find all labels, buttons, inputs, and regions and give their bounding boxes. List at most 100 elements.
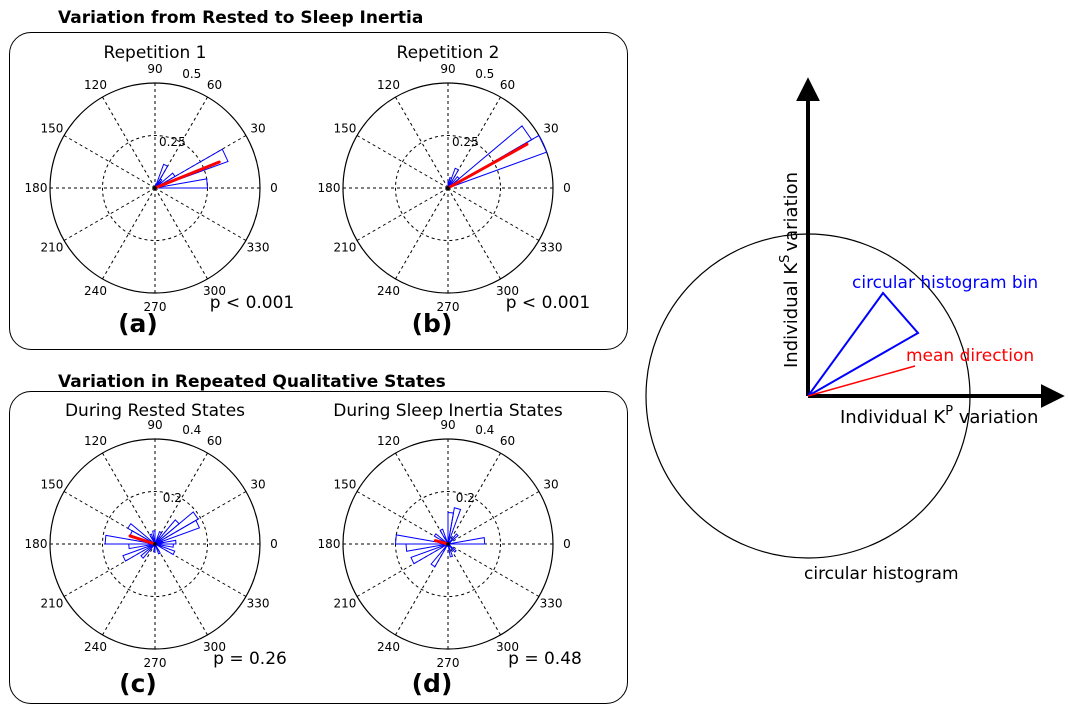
- polar-center: [153, 186, 157, 190]
- angle-tick-label: 210: [40, 241, 63, 255]
- radial-tick-label: 0.25: [452, 135, 479, 149]
- histogram-bin: [149, 533, 156, 545]
- angle-tick-label: 0: [270, 537, 278, 551]
- histogram-bin: [447, 537, 486, 545]
- angle-tick-label: 300: [496, 284, 519, 298]
- histogram-bin: [153, 543, 156, 553]
- mean-direction-line: [446, 142, 529, 190]
- angle-tick-label: 210: [333, 241, 356, 255]
- angle-tick-label: 30: [543, 122, 558, 136]
- radial-tick-label: 0.2: [456, 491, 475, 505]
- angle-tick-label: 240: [377, 284, 400, 298]
- angle-tick-label: 0: [563, 537, 571, 551]
- mean-direction-line: [153, 160, 221, 190]
- mean-direction-line: [433, 539, 450, 546]
- angle-tick-label: 60: [500, 434, 515, 448]
- polar-spoke: [102, 452, 156, 545]
- polar-center: [446, 186, 450, 190]
- angle-tick-label: 180: [318, 537, 341, 551]
- angle-tick-label: 30: [250, 478, 265, 492]
- schematic-y-axis-label: Individual KSvariation: [778, 172, 802, 368]
- section-title-top: Variation from Rested to Sleep Inertia: [58, 8, 424, 28]
- histogram-bin: [154, 178, 209, 189]
- histogram-bin: [154, 172, 176, 189]
- angle-tick-label: 90: [147, 418, 162, 432]
- panel-letter: (a): [118, 309, 158, 338]
- schematic-mean-line: [807, 365, 916, 397]
- angle-tick-label: 0: [563, 181, 571, 195]
- histogram-bin: [433, 533, 449, 545]
- angle-tick-label: 120: [377, 78, 400, 92]
- histogram-bin: [140, 543, 156, 559]
- polar-spoke: [154, 187, 247, 241]
- radial-tick-label: 0.5: [475, 67, 494, 81]
- histogram-bin: [122, 543, 156, 562]
- panel-letter: (d): [412, 669, 453, 698]
- angle-tick-label: 300: [496, 640, 519, 654]
- angle-tick-label: 180: [25, 537, 48, 551]
- polar-spoke: [447, 187, 540, 241]
- angle-tick-label: 90: [440, 418, 455, 432]
- angle-tick-label: 240: [377, 640, 400, 654]
- chart-title: Repetition 1: [104, 43, 207, 63]
- angle-tick-label: 0: [270, 181, 278, 195]
- polar-spoke: [63, 187, 156, 241]
- p-value-label: p < 0.001: [210, 293, 295, 313]
- polar-chart-a: 0 30 60 90 120 150 180 210 240 270 300 330 0.25 0.5 Re…: [25, 43, 295, 338]
- angle-tick-label: 60: [500, 78, 515, 92]
- histogram-bin: [447, 543, 454, 558]
- panel-box-bottom: [9, 391, 628, 704]
- polar-chart-b: 0 30 60 90 120 150 180 210 240 270 300 330 0.25 0.5 Re…: [318, 43, 591, 338]
- angle-tick-label: 120: [84, 78, 107, 92]
- histogram-bin: [154, 543, 174, 548]
- schematic-diagram: circular histogram bin mean direction In…: [645, 77, 1065, 584]
- angle-tick-label: 300: [203, 640, 226, 654]
- histogram-bin: [410, 543, 449, 565]
- angle-tick-label: 90: [440, 62, 455, 76]
- angle-tick-label: 270: [437, 656, 460, 670]
- angle-tick-label: 330: [540, 597, 563, 611]
- angle-tick-label: 150: [40, 478, 63, 492]
- angle-tick-label: 270: [144, 300, 167, 314]
- histogram-bin: [154, 519, 180, 545]
- schematic-x-axis-label: Individual KP variation: [840, 404, 1038, 428]
- histogram-bin: [447, 511, 455, 545]
- angle-tick-label: 300: [203, 284, 226, 298]
- chart-title: Repetition 2: [397, 43, 500, 63]
- angle-tick-label: 180: [318, 181, 341, 195]
- histogram-bin: [154, 163, 169, 189]
- angle-tick-label: 120: [377, 434, 400, 448]
- panel-box-top: [9, 32, 628, 350]
- mean-direction-line: [128, 534, 157, 546]
- histogram-bin: [154, 530, 163, 545]
- histogram-bin: [154, 183, 158, 189]
- angle-tick-label: 270: [437, 300, 460, 314]
- chart-title: During Rested States: [65, 401, 245, 421]
- radial-tick-label: 0.5: [182, 67, 201, 81]
- polar-spoke: [395, 96, 449, 189]
- polar-inner-ring: [102, 491, 208, 597]
- polar-center: [446, 542, 450, 546]
- histogram-bin: [439, 528, 449, 545]
- histogram-bin: [152, 530, 156, 545]
- angle-tick-label: 330: [540, 241, 563, 255]
- radial-tick-label: 0.25: [159, 135, 186, 149]
- angle-tick-label: 240: [84, 640, 107, 654]
- histogram-bin: [447, 181, 450, 189]
- histogram-bin: [154, 543, 176, 556]
- histogram-bin: [128, 543, 156, 550]
- radial-tick-label: 0.4: [182, 423, 201, 437]
- angle-tick-label: 210: [333, 597, 356, 611]
- angle-tick-label: 180: [25, 181, 48, 195]
- angle-tick-label: 330: [247, 241, 270, 255]
- polar-center: [153, 542, 157, 546]
- angle-tick-label: 150: [333, 478, 356, 492]
- schematic-circle-label: circular histogram: [804, 564, 959, 584]
- angle-tick-label: 30: [250, 122, 265, 136]
- histogram-bin: [154, 543, 161, 555]
- radial-tick-label: 0.2: [163, 491, 182, 505]
- histogram-bin: [447, 543, 457, 553]
- p-value-label: p = 0.26: [213, 649, 287, 669]
- histogram-bin: [405, 543, 449, 552]
- angle-tick-label: 120: [84, 434, 107, 448]
